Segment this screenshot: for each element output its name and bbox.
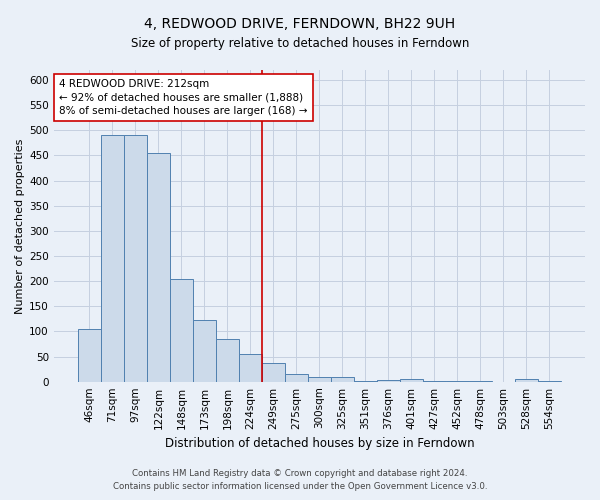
- Bar: [216, 339, 239, 382]
- X-axis label: Distribution of detached houses by size in Ferndown: Distribution of detached houses by size …: [164, 437, 474, 450]
- Bar: [515, 378, 538, 382]
- Bar: [170, 278, 193, 382]
- Bar: [538, 380, 561, 382]
- Bar: [331, 376, 354, 382]
- Bar: [78, 329, 101, 382]
- Bar: [124, 136, 147, 382]
- Text: Contains HM Land Registry data © Crown copyright and database right 2024.
Contai: Contains HM Land Registry data © Crown c…: [113, 469, 487, 491]
- Bar: [423, 380, 446, 382]
- Bar: [239, 354, 262, 382]
- Bar: [193, 320, 216, 382]
- Bar: [354, 380, 377, 382]
- Bar: [101, 136, 124, 382]
- Bar: [285, 374, 308, 382]
- Bar: [147, 153, 170, 382]
- Bar: [308, 376, 331, 382]
- Bar: [377, 380, 400, 382]
- Bar: [446, 381, 469, 382]
- Bar: [400, 379, 423, 382]
- Text: 4, REDWOOD DRIVE, FERNDOWN, BH22 9UH: 4, REDWOOD DRIVE, FERNDOWN, BH22 9UH: [145, 18, 455, 32]
- Bar: [469, 381, 492, 382]
- Text: Size of property relative to detached houses in Ferndown: Size of property relative to detached ho…: [131, 38, 469, 51]
- Bar: [262, 362, 285, 382]
- Y-axis label: Number of detached properties: Number of detached properties: [15, 138, 25, 314]
- Text: 4 REDWOOD DRIVE: 212sqm
← 92% of detached houses are smaller (1,888)
8% of semi-: 4 REDWOOD DRIVE: 212sqm ← 92% of detache…: [59, 80, 308, 116]
